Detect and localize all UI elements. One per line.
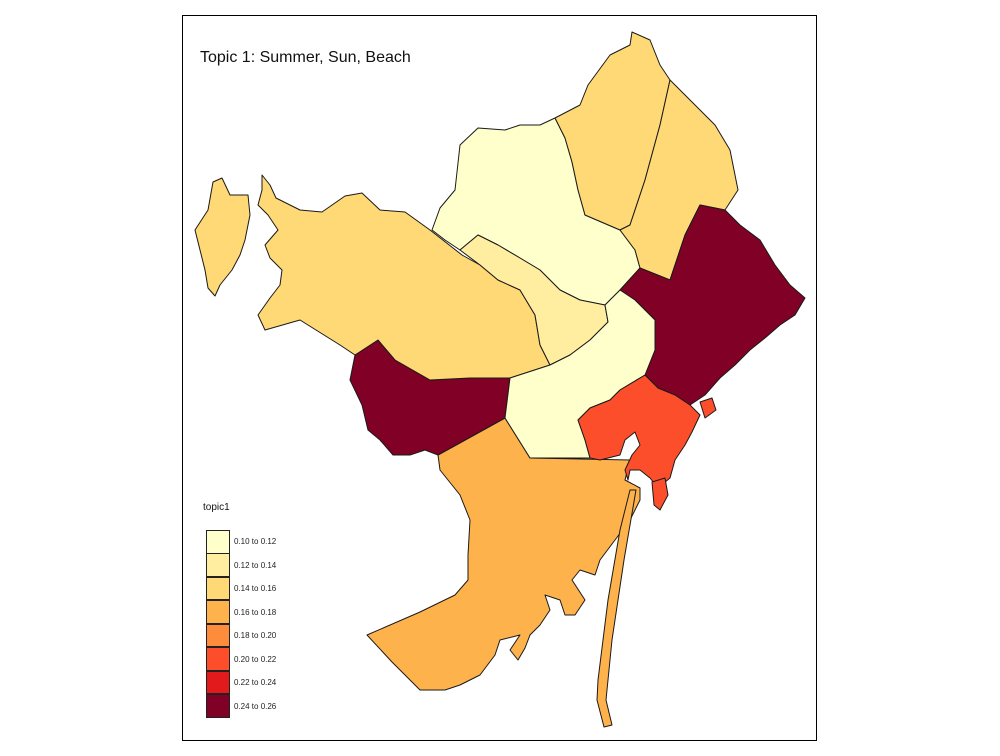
legend-label: 0.24 to 0.26 [234, 701, 277, 711]
legend-swatch [206, 600, 230, 624]
district-old-town-harbor[interactable] [577, 374, 701, 489]
legend-item: 0.16 to 0.18 [206, 600, 277, 625]
harbor-pier [699, 397, 717, 419]
legend-swatch [206, 670, 230, 694]
legend-item: 0.22 to 0.24 [206, 670, 277, 695]
district-nw-coast-strip[interactable] [194, 177, 251, 297]
legend-item: 0.14 to 0.16 [206, 576, 277, 601]
legend-label: 0.10 to 0.12 [234, 537, 277, 547]
legend-swatch [206, 576, 230, 600]
district-west-hills[interactable] [257, 174, 551, 381]
legend-label: 0.16 to 0.18 [234, 607, 277, 617]
legend: 0.10 to 0.12 0.12 to 0.14 0.14 to 0.16 0.16… [206, 530, 276, 718]
legend-item: 0.18 to 0.20 [206, 623, 277, 648]
legend-label: 0.20 to 0.22 [234, 654, 277, 664]
legend-item: 0.24 to 0.26 [206, 694, 277, 719]
legend-title: topic1 [203, 502, 230, 513]
legend-label: 0.22 to 0.24 [234, 678, 277, 688]
legend-label: 0.12 to 0.14 [234, 560, 277, 570]
map-title: Topic 1: Summer, Sun, Beach [200, 49, 411, 66]
legend-label: 0.14 to 0.16 [234, 584, 277, 594]
legend-item: 0.20 to 0.22 [206, 647, 277, 672]
legend-label: 0.18 to 0.20 [234, 631, 277, 641]
legend-item: 0.12 to 0.14 [206, 553, 277, 578]
legend-swatch [206, 623, 230, 647]
legend-swatch [206, 647, 230, 671]
legend-swatch [206, 530, 230, 554]
harbor-pier [651, 477, 669, 511]
district-port-strip[interactable] [596, 489, 637, 728]
legend-swatch [206, 694, 230, 718]
legend-item: 0.10 to 0.12 [206, 530, 276, 554]
legend-swatch [206, 553, 230, 577]
